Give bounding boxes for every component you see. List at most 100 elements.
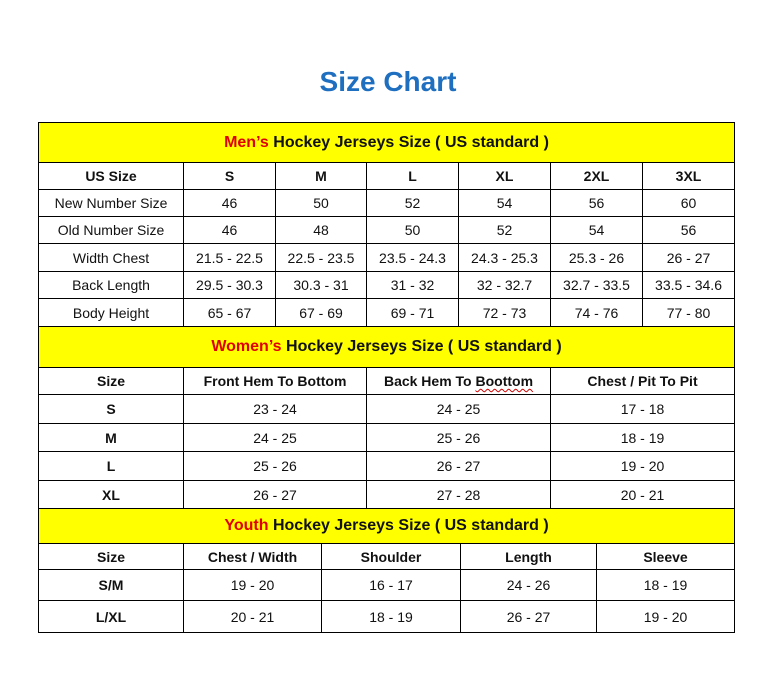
table-cell: 18 - 19: [595, 569, 736, 601]
table-row: Width Chest 21.5 - 22.5 22.5 - 23.5 23.5 - …: [38, 243, 736, 272]
table-row: S/M 19 - 20 16 - 17 24 - 26 18 - 19: [38, 569, 736, 601]
youth-heading-highlight: Youth: [224, 517, 269, 534]
column-header: Front Hem To Bottom: [183, 367, 367, 395]
table-cell: 25 - 26: [366, 423, 551, 452]
table-cell: 77 - 80: [641, 298, 736, 327]
women-header-row: Size Front Hem To Bottom Back Hem To Boott…: [38, 367, 736, 395]
men-heading-row: Men’s Hockey Jerseys Size ( US standard …: [37, 122, 736, 163]
table-cell: 23 - 24: [183, 394, 367, 424]
table-cell: 26 - 27: [460, 600, 597, 633]
table-cell: 54: [458, 189, 551, 217]
table-cell: 74 - 76: [550, 298, 643, 327]
table-cell: 27 - 28: [366, 480, 551, 509]
youth-heading-text: Hockey Jerseys Size ( US standard ): [268, 517, 549, 534]
youth-size-table: Youth Hockey Jerseys Size ( US standard …: [37, 508, 736, 633]
men-heading: Men’s Hockey Jerseys Size ( US standard …: [37, 122, 736, 163]
youth-header-row: Size Chest / Width Shoulder Length Sleeve: [38, 543, 736, 570]
row-label: M: [38, 423, 184, 452]
misspelled-word: Boottom: [475, 373, 534, 389]
table-cell: 18 - 19: [549, 423, 736, 452]
women-size-table: Women’s Hockey Jerseys Size ( US standar…: [37, 326, 736, 509]
table-cell: 54: [550, 216, 643, 244]
page-title: Size Chart: [319, 66, 457, 97]
table-cell: 25 - 26: [183, 451, 367, 481]
table-cell: 32.7 - 33.5: [550, 271, 643, 299]
table-cell: 72 - 73: [458, 298, 551, 327]
column-header: L: [366, 162, 459, 190]
table-cell: 56: [641, 216, 736, 244]
column-header: Shoulder: [321, 543, 461, 570]
women-heading: Women’s Hockey Jerseys Size ( US standar…: [37, 326, 736, 368]
table-cell: 23.5 - 24.3: [366, 243, 459, 272]
men-heading-highlight: Men’s: [224, 133, 269, 151]
column-header: US Size: [38, 162, 184, 190]
column-header: Chest / Pit To Pit: [549, 367, 736, 395]
table-cell: 33.5 - 34.6: [641, 271, 736, 299]
table-cell: 30.3 - 31: [275, 271, 367, 299]
table-cell: 67 - 69: [275, 298, 367, 327]
table-cell: 29.5 - 30.3: [183, 271, 276, 299]
row-label: XL: [38, 480, 184, 509]
table-row: L/XL 20 - 21 18 - 19 26 - 27 19 - 20: [38, 600, 736, 633]
table-cell: 26 - 27: [366, 451, 551, 481]
table-cell: 17 - 18: [549, 394, 736, 424]
table-cell: 21.5 - 22.5: [183, 243, 276, 272]
women-heading-highlight: Women’s: [211, 338, 282, 355]
table-cell: 56: [550, 189, 643, 217]
row-label: Old Number Size: [38, 216, 184, 244]
table-cell: 50: [275, 189, 367, 217]
table-row: XL 26 - 27 27 - 28 20 - 21: [38, 480, 736, 509]
column-header: S: [183, 162, 276, 190]
men-size-section: Men’s Hockey Jerseys Size ( US standard …: [37, 122, 736, 327]
table-cell: 19 - 20: [183, 569, 322, 601]
women-size-section: Women’s Hockey Jerseys Size ( US standar…: [37, 326, 736, 509]
column-header: Chest / Width: [183, 543, 322, 570]
table-cell: 46: [183, 189, 276, 217]
table-cell: 22.5 - 23.5: [275, 243, 367, 272]
table-cell: 16 - 17: [321, 569, 461, 601]
youth-heading-row: Youth Hockey Jerseys Size ( US standard …: [37, 508, 736, 544]
column-header: Sleeve: [595, 543, 736, 570]
men-size-table: Men’s Hockey Jerseys Size ( US standard …: [37, 122, 736, 327]
table-cell: 69 - 71: [366, 298, 459, 327]
table-cell: 52: [366, 189, 459, 217]
column-header: Length: [460, 543, 597, 570]
youth-heading: Youth Hockey Jerseys Size ( US standard …: [37, 508, 736, 544]
table-row: L 25 - 26 26 - 27 19 - 20: [38, 451, 736, 481]
table-cell: 24 - 25: [183, 423, 367, 452]
women-heading-text: Hockey Jerseys Size ( US standard ): [281, 338, 562, 355]
table-cell: 20 - 21: [549, 480, 736, 509]
column-header: XL: [458, 162, 551, 190]
table-row: M 24 - 25 25 - 26 18 - 19: [38, 423, 736, 452]
men-heading-text: Hockey Jerseys Size ( US standard ): [268, 133, 549, 151]
table-cell: 50: [366, 216, 459, 244]
row-label: L: [38, 451, 184, 481]
table-row: Body Height 65 - 67 67 - 69 69 - 71 72 - 73 7…: [38, 298, 736, 327]
column-header: 3XL: [641, 162, 736, 190]
row-label: S/M: [38, 569, 184, 601]
table-row: New Number Size 46 50 52 54 56 60: [38, 189, 736, 217]
table-cell: 52: [458, 216, 551, 244]
table-row: S 23 - 24 24 - 25 17 - 18: [38, 394, 736, 424]
column-header-text: Back Hem To: [383, 373, 476, 389]
men-header-row: US Size S M L XL 2XL 3XL: [38, 162, 736, 190]
table-cell: 26 - 27: [183, 480, 367, 509]
row-label: Width Chest: [38, 243, 184, 272]
table-cell: 25.3 - 26: [550, 243, 643, 272]
table-cell: 65 - 67: [183, 298, 276, 327]
table-cell: 46: [183, 216, 276, 244]
women-heading-row: Women’s Hockey Jerseys Size ( US standar…: [37, 326, 736, 368]
table-cell: 19 - 20: [549, 451, 736, 481]
row-label: S: [38, 394, 184, 424]
table-cell: 26 - 27: [641, 243, 736, 272]
row-label: L/XL: [38, 600, 184, 633]
table-cell: 32 - 32.7: [458, 271, 551, 299]
table-cell: 18 - 19: [321, 600, 461, 633]
table-row: Old Number Size 46 48 50 52 54 56: [38, 216, 736, 244]
table-cell: 60: [641, 189, 736, 217]
column-header: Size: [38, 367, 184, 395]
row-label: New Number Size: [38, 189, 184, 217]
column-header: Size: [38, 543, 184, 570]
column-header: M: [275, 162, 367, 190]
table-cell: 20 - 21: [183, 600, 322, 633]
